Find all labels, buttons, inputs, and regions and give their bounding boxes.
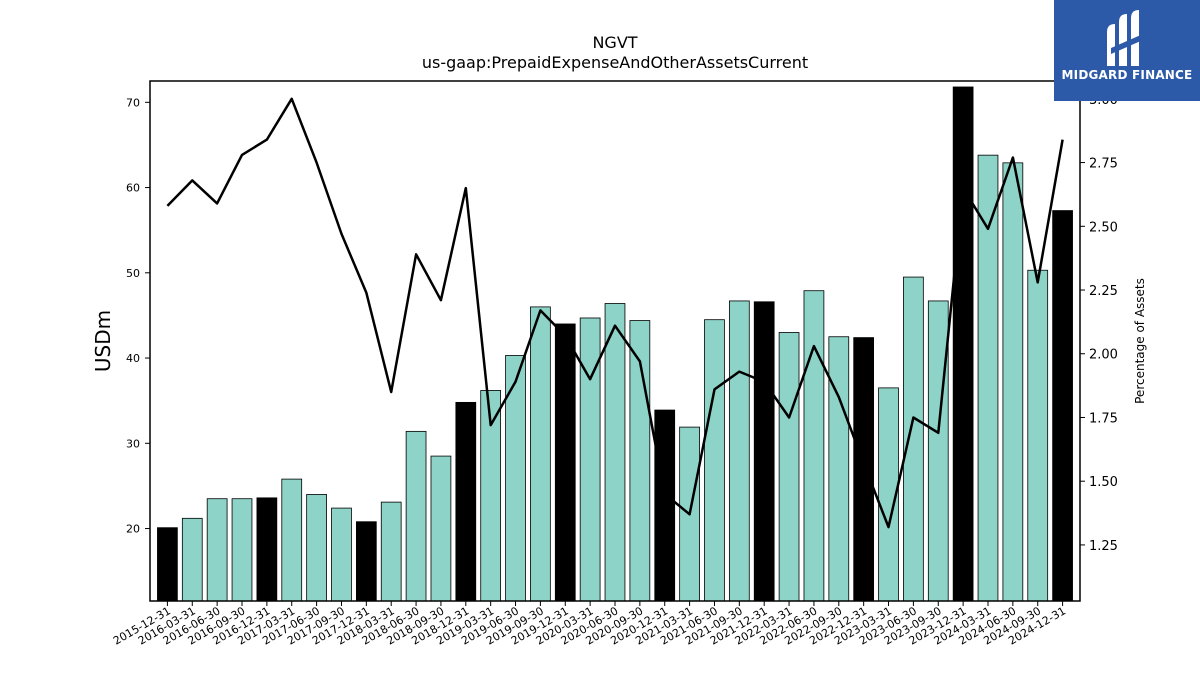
bar	[355, 521, 377, 602]
bar	[903, 276, 924, 602]
y-tick-label: 20	[126, 523, 140, 536]
midgard-logo-icon	[1107, 10, 1143, 66]
bar	[256, 497, 278, 602]
bar	[331, 507, 352, 602]
y2-tick-label: 1.75	[1089, 411, 1118, 426]
y-axis-left: 20 30 40 50 60 70	[126, 96, 150, 536]
bar	[704, 319, 725, 602]
bar	[157, 527, 178, 602]
line-group	[166, 97, 1064, 529]
bar	[554, 323, 576, 602]
bar	[927, 300, 949, 602]
bar	[654, 409, 676, 602]
logo-text: MIDGARD FINANCE	[1061, 68, 1193, 82]
y-tick-label: 70	[126, 96, 140, 109]
bar	[828, 336, 850, 602]
bar	[430, 455, 452, 602]
y2-tick-label: 2.25	[1089, 284, 1118, 299]
bar	[728, 300, 750, 602]
y-axis-right: 1.251.501.752.002.252.502.753.00	[1080, 93, 1118, 554]
bar	[530, 306, 551, 602]
bar	[977, 154, 999, 602]
bar	[1027, 269, 1049, 602]
percentage-line	[166, 97, 1064, 529]
midgard-finance-logo: MIDGARD FINANCE	[1054, 0, 1200, 101]
bar	[455, 401, 477, 602]
bar	[1052, 210, 1073, 602]
y-tick-label: 50	[126, 267, 140, 280]
bar	[952, 86, 974, 602]
y2-tick-label: 2.75	[1089, 157, 1118, 172]
y2-tick-label: 2.00	[1089, 348, 1118, 363]
bar	[604, 303, 626, 602]
bar	[206, 498, 228, 602]
bar	[579, 317, 601, 602]
y-tick-label: 30	[126, 437, 140, 450]
y-axis-label: USDm	[91, 310, 115, 372]
bar	[803, 290, 825, 602]
x-axis: 2015-12-312016-03-312016-06-302016-09-30…	[111, 601, 1068, 648]
bar	[281, 478, 303, 602]
bar	[1002, 162, 1024, 602]
y2-axis-label: Percentage of Assets	[1133, 278, 1147, 404]
bar	[380, 501, 402, 602]
y-tick-label: 40	[126, 352, 140, 365]
y2-tick-label: 2.50	[1089, 220, 1118, 235]
bar	[181, 517, 203, 602]
chart-subtitle: us-gaap:PrepaidExpenseAndOtherAssetsCurr…	[422, 53, 808, 72]
chart-title: NGVT	[592, 33, 637, 52]
bar	[778, 332, 800, 602]
y-tick-label: 60	[126, 182, 140, 195]
y2-tick-label: 1.50	[1089, 475, 1118, 490]
bar	[231, 498, 253, 602]
bar	[306, 494, 327, 602]
bar	[405, 430, 427, 602]
bar	[753, 301, 775, 602]
y2-tick-label: 1.25	[1089, 539, 1118, 554]
bars-group	[157, 86, 1073, 602]
bar	[853, 337, 875, 602]
